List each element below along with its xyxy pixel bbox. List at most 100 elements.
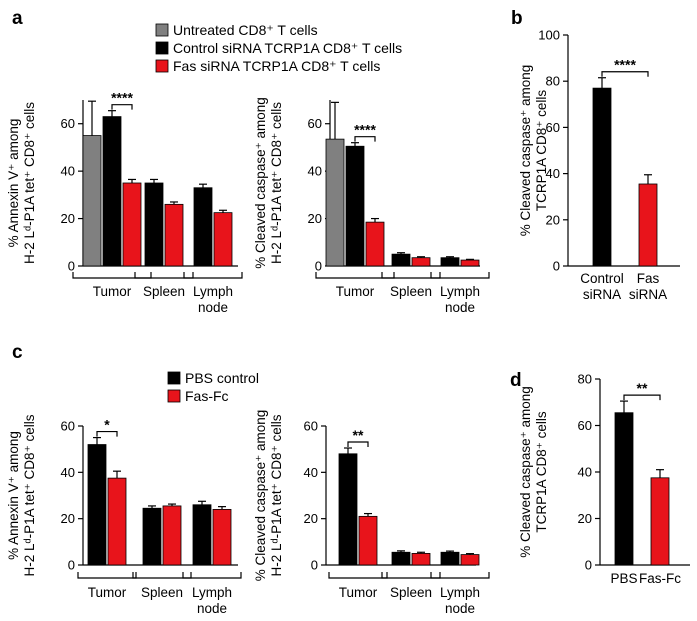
chart-b: b 0 20 40 60 80 100 % Cleaved caspase⁺ among TCR… — [511, 8, 680, 302]
bar-treated — [411, 553, 431, 566]
bar-treated — [358, 515, 378, 566]
bar-treated — [212, 508, 232, 566]
bar-control — [193, 187, 213, 267]
group-bracket — [134, 272, 194, 279]
y-axis-label-line: % Cleaved caspase⁺ among — [253, 410, 268, 581]
y-tick-label: 60 — [546, 120, 560, 135]
group-bracket — [132, 572, 192, 579]
bar-control — [440, 551, 460, 566]
bar-control — [614, 412, 634, 566]
legend-label: Fas-Fc — [185, 388, 229, 404]
category-label: siRNA — [583, 287, 621, 302]
legend-label: PBS control — [185, 370, 259, 386]
significance-bracket — [96, 430, 118, 437]
y-axis-label: % Annexin V⁺ among H-2 Lᵈ-P1A tet⁺ CD8⁺ c… — [6, 414, 37, 576]
group-bracket — [183, 272, 243, 279]
group-bracket — [381, 272, 441, 279]
significance-label: **** — [111, 90, 133, 106]
y-axis-label-line: H-2 Lᵈ-P1A tet⁺ CD8⁺ cells — [269, 102, 284, 264]
bar-treated — [638, 183, 658, 267]
legend-swatch — [167, 371, 181, 385]
significance-bracket — [623, 394, 661, 401]
legend-bottom: PBS control Fas-Fc — [167, 370, 259, 404]
bar-treated — [460, 554, 480, 566]
bar-control — [592, 87, 612, 267]
category-label: node — [445, 601, 475, 616]
bar-treated — [411, 257, 431, 267]
panel-label: d — [510, 370, 522, 391]
category-label: Fas-Fc — [639, 571, 681, 586]
y-axis-label: % Annexin V⁺ among H-2 Lᵈ-P1A tet⁺ CD8⁺ c… — [6, 102, 37, 264]
chart-c1: c 0 20 40 60 % Annexin V⁺ among H-2 Lᵈ-P1A tet… — [6, 342, 242, 616]
category-label: Control — [580, 271, 624, 286]
legend-swatch — [155, 41, 169, 55]
legend-swatch — [155, 59, 169, 73]
category-label: Spleen — [143, 284, 185, 299]
category-label: Tumor — [336, 284, 375, 299]
bar-treated — [164, 203, 184, 267]
y-axis-label-line: TCRP1A CD8⁺ cells — [534, 411, 549, 532]
y-tick-label: 60 — [61, 116, 75, 131]
bar-control — [102, 116, 122, 267]
y-axis-label-line: % Cleaved caspase⁺ among — [518, 386, 533, 557]
chart-d: d 0 20 40 60 80 % Cleaved caspase⁺ among TCRP1A… — [510, 370, 690, 586]
y-axis-label-line: TCRP1A CD8⁺ cells — [534, 90, 549, 211]
legend-label: Fas siRNA TCRP1A CD8⁺ T cells — [173, 58, 380, 74]
category-label: PBS — [610, 571, 637, 586]
category-label: Spleen — [141, 585, 183, 600]
y-tick-label: 60 — [61, 419, 75, 434]
bar-control — [142, 507, 162, 566]
chart-a1: a 0 20 40 60 % Annexin V⁺ among H-2 Lᵈ-P1A tet… — [6, 8, 243, 315]
y-tick-label: 20 — [61, 211, 75, 226]
y-axis-label-line: % Cleaved caspase⁺ among — [253, 97, 268, 268]
y-axis-label: % Cleaved caspase⁺ among H-2 Lᵈ-P1A tet⁺ … — [253, 97, 284, 268]
bar-treated — [162, 505, 182, 566]
bar-control — [192, 504, 212, 566]
bar-control — [144, 182, 164, 267]
bar-control — [87, 444, 107, 566]
category-label: Spleen — [390, 585, 432, 600]
chart-c2: 0 20 40 60 % Cleaved caspase⁺ among H-2 Lᵈ-P1… — [253, 410, 490, 616]
significance-label: ** — [353, 427, 364, 443]
legend-label: Untreated CD8⁺ T cells — [173, 22, 318, 38]
y-tick-label: 20 — [578, 511, 592, 526]
bar-control — [391, 253, 411, 267]
category-label: Tumor — [93, 284, 132, 299]
y-tick-label: 20 — [546, 212, 560, 227]
y-tick-label: 0 — [68, 259, 75, 274]
category-label: Lymph — [192, 585, 232, 600]
bar-treated — [460, 259, 480, 267]
group-bracket — [72, 272, 152, 279]
category-label: node — [197, 601, 227, 616]
category-label: Fas — [637, 271, 660, 286]
group-bracket — [77, 572, 137, 579]
group-bracket — [381, 572, 441, 579]
y-tick-label: 0 — [311, 558, 318, 573]
bar-untreated — [82, 135, 102, 267]
panel-label: b — [511, 8, 523, 29]
bar-untreated — [325, 138, 345, 267]
y-tick-label: 40 — [578, 465, 592, 480]
y-tick-label: 40 — [304, 465, 318, 480]
y-tick-label: 80 — [578, 372, 592, 387]
y-tick-label: 60 — [308, 116, 322, 131]
significance-bracket — [347, 441, 369, 448]
panel-label: a — [12, 8, 23, 29]
bar-control — [345, 145, 365, 267]
bar-control — [391, 551, 411, 566]
y-axis-label: % Cleaved caspase⁺ among H-2 Lᵈ-P1A tet⁺ … — [253, 410, 284, 581]
category-label: Lymph — [440, 284, 480, 299]
bar-treated — [365, 221, 385, 267]
y-tick-label: 0 — [585, 558, 592, 573]
significance-label: **** — [614, 57, 636, 73]
y-axis-label-line: % Annexin V⁺ among — [6, 119, 21, 248]
category-label: node — [445, 300, 475, 315]
group-bracket — [315, 272, 395, 279]
y-tick-label: 0 — [315, 259, 322, 274]
group-bracket — [182, 572, 242, 579]
y-axis-label-line: % Cleaved caspase⁺ among — [518, 65, 533, 236]
significance-label: * — [104, 417, 110, 433]
y-tick-label: 60 — [304, 419, 318, 434]
